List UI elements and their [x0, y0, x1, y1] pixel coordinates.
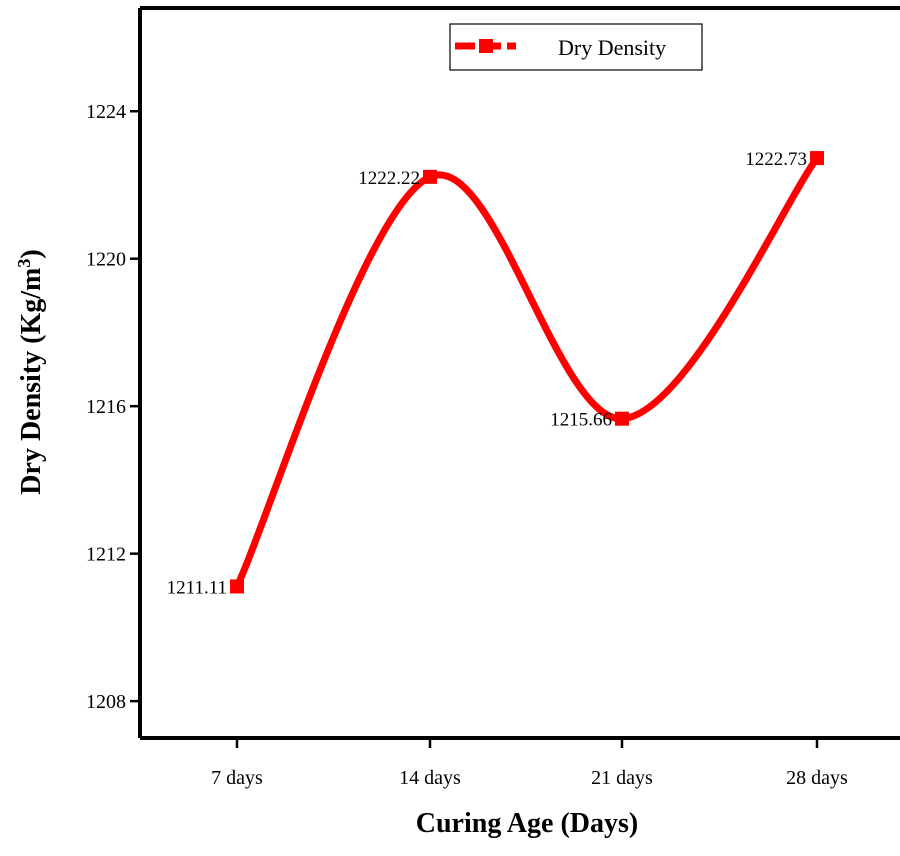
data-labels: 1211.11 1222.22 1215.66 1222.73 [167, 149, 807, 598]
legend: Dry Density [449, 23, 703, 71]
x-axis: 7 days 14 days 21 days 28 days [211, 738, 848, 789]
x-tick-label: 7 days [211, 767, 263, 789]
y-axis-title-superscript: 3 [14, 259, 34, 268]
series-line [233, 154, 821, 590]
y-axis: 1208 1212 1216 1220 1224 [86, 101, 140, 713]
y-tick-label: 1216 [86, 396, 126, 418]
legend-label: Dry Density [558, 35, 666, 60]
data-label: 1222.73 [745, 149, 807, 170]
data-point-marker [615, 411, 629, 426]
y-tick-label: 1212 [86, 544, 126, 566]
legend-marker-swatch [479, 39, 493, 53]
data-label: 1215.66 [550, 410, 612, 431]
x-tick-label: 28 days [786, 767, 848, 789]
y-tick-label: 1208 [86, 691, 126, 713]
y-axis-title-main: Dry Density (Kg/m [16, 268, 47, 495]
x-tick-label: 21 days [591, 767, 653, 789]
x-tick-label: 14 days [399, 767, 461, 789]
y-tick-label: 1224 [86, 101, 126, 123]
data-label: 1222.22 [358, 168, 420, 189]
plot-frame [138, 6, 900, 740]
legend-box [449, 23, 703, 71]
data-point-marker [810, 151, 824, 166]
data-point-marker [230, 579, 244, 594]
data-label: 1211.11 [167, 577, 227, 598]
y-axis-title-close: ) [16, 249, 47, 258]
y-axis-title: Dry Density (Kg/m3) [14, 249, 47, 494]
y-tick-label: 1220 [86, 249, 126, 271]
x-axis-title: Curing Age (Days) [416, 808, 638, 839]
series-layer [230, 151, 824, 594]
data-point-marker [423, 169, 437, 184]
